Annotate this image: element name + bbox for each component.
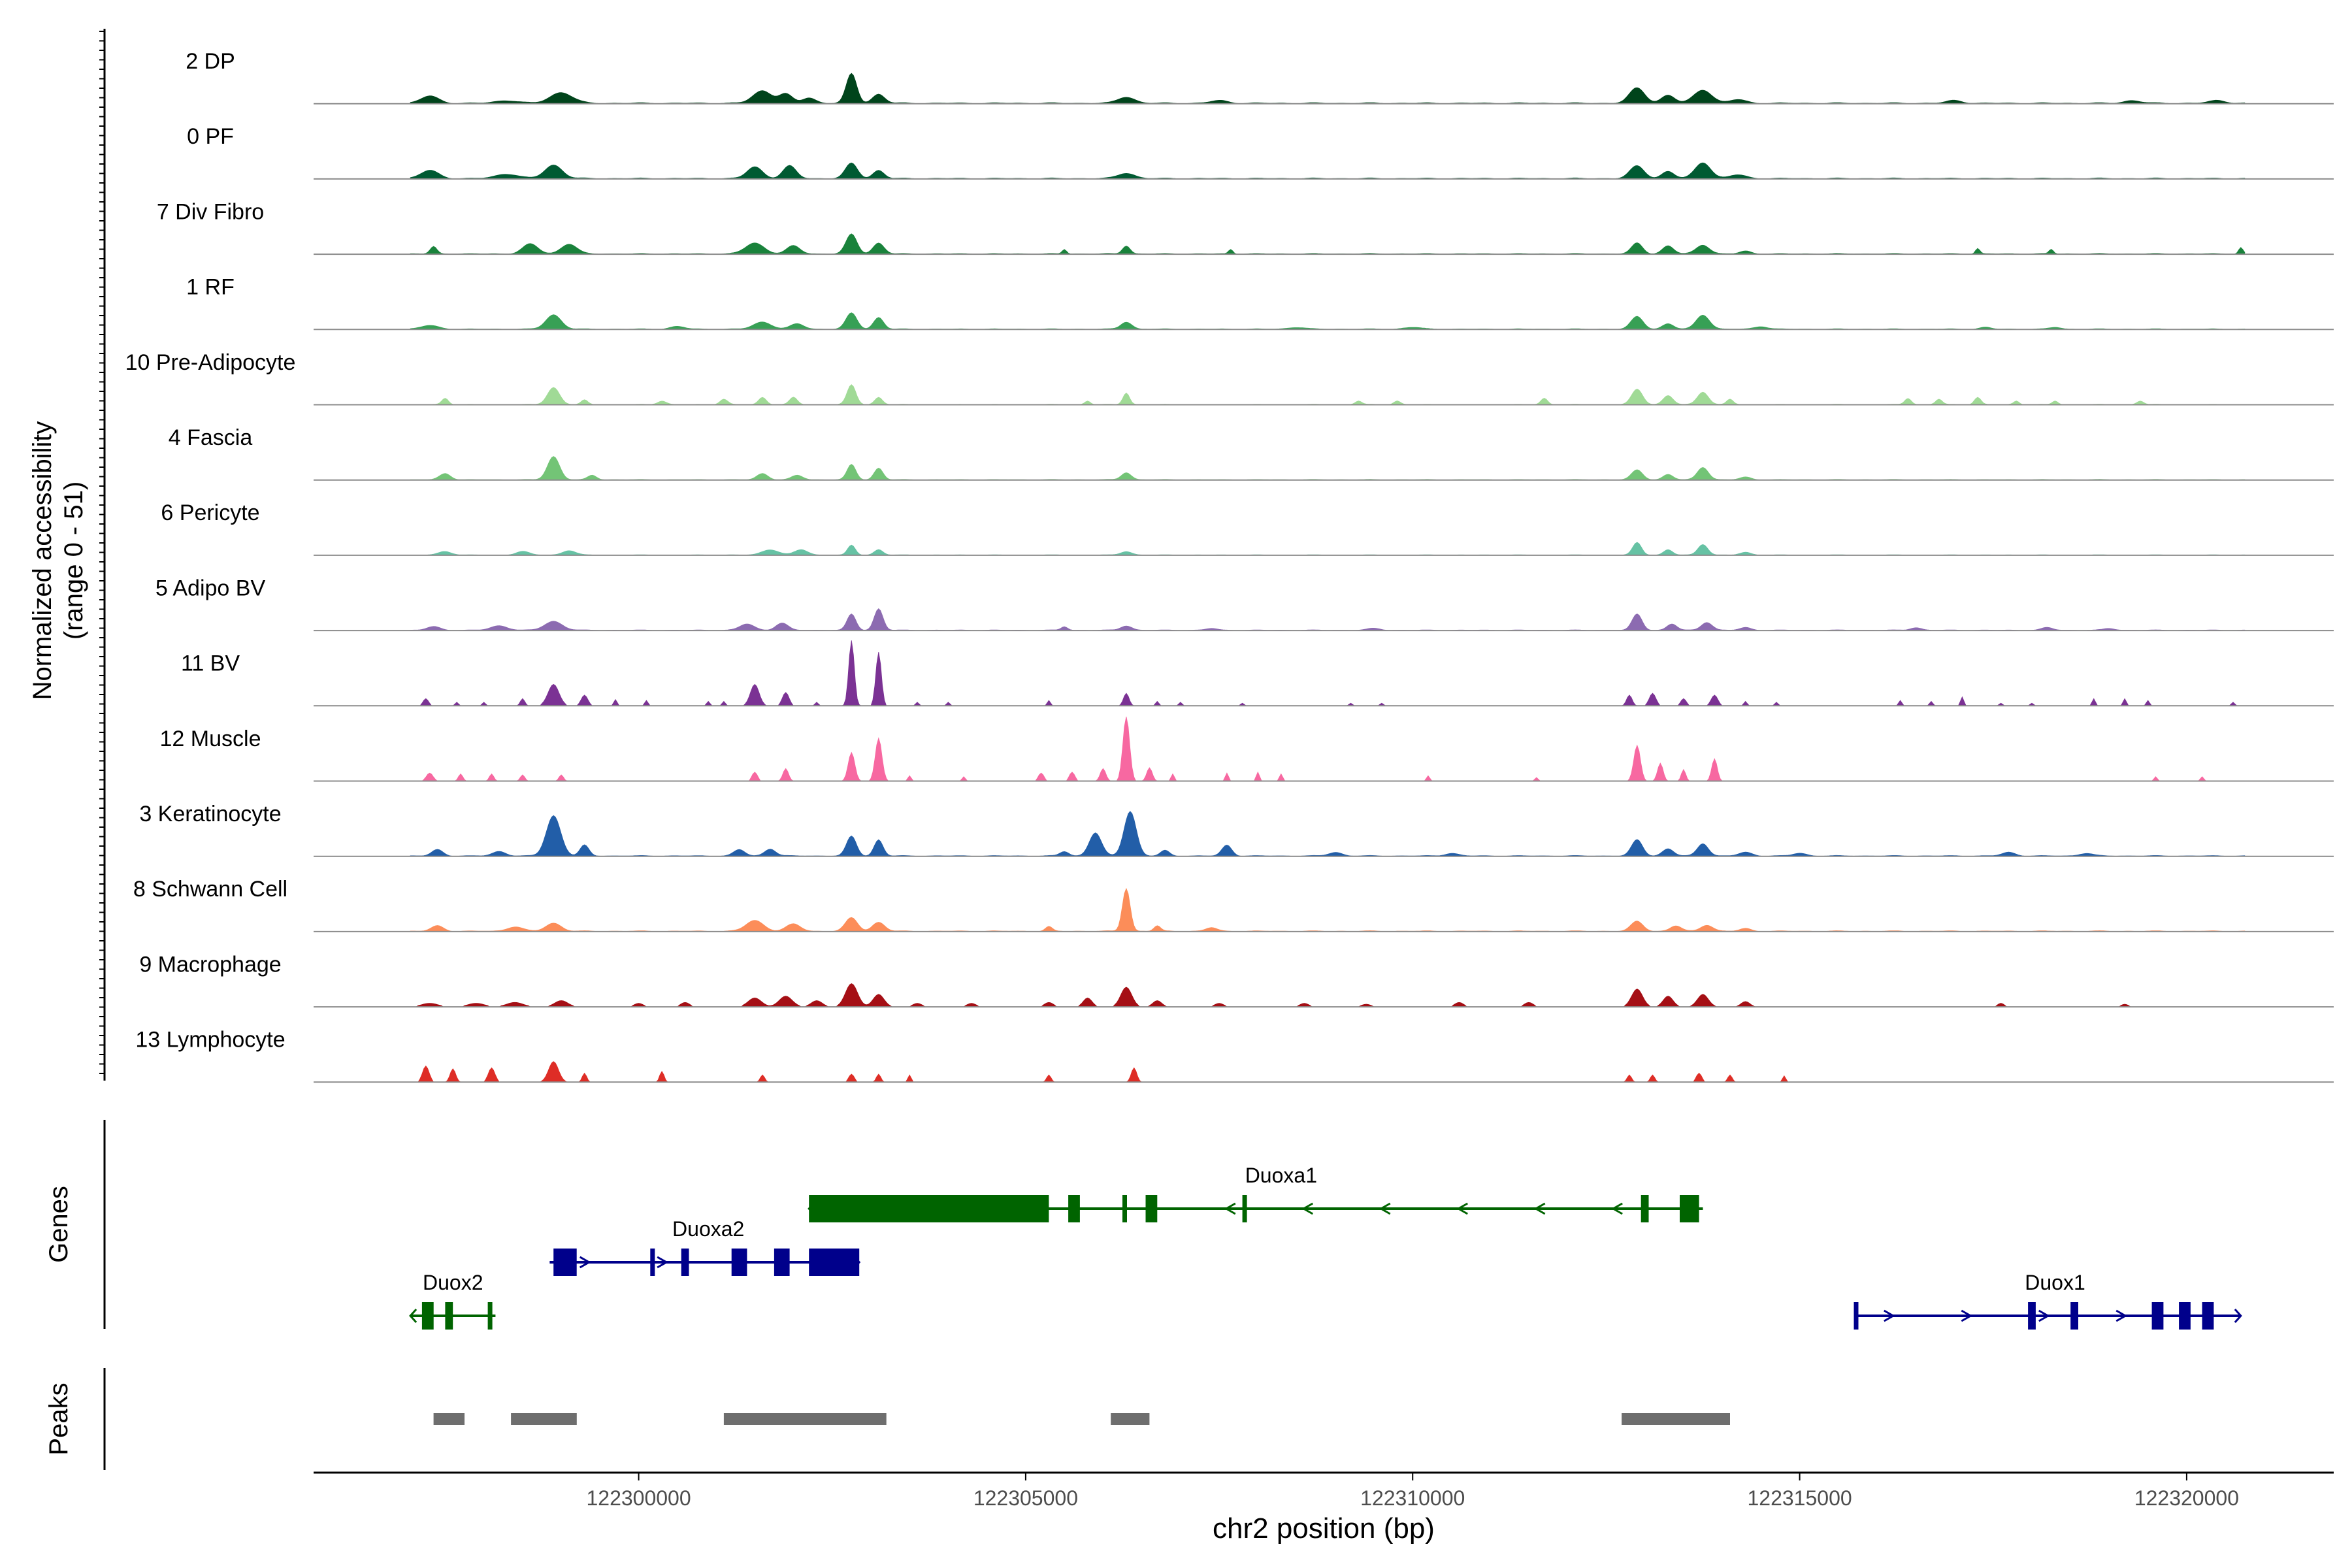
track-label: 5 Adipo BV [155,576,266,600]
peaks-panel [433,1413,1730,1425]
gene-exon [1242,1195,1247,1222]
track-13-lymphocyte: 13 Lymphocyte [135,1028,2334,1083]
gene-strand-arrow [1456,1202,1468,1215]
gene-exon [1641,1195,1649,1222]
gene-exon [809,1249,860,1276]
gene-exon [553,1249,577,1276]
track-9-macrophage: 9 Macrophage [139,952,2334,1008]
x-axis-ticks: 122300000 122305000 122310000 122315000 1223… [586,1473,2239,1510]
gene-exon [731,1249,747,1276]
peak-region [433,1413,465,1425]
gene-strand-arrow [1884,1309,1895,1322]
coverage-tracks: 2 DP 0 PF 7 Div Fibro 1 RF 10 Pre-Adipocyte 4… [125,49,2334,1083]
x-tick-label: 122300000 [586,1486,691,1510]
track-10-pre-adipocyte: 10 Pre-Adipocyte [125,350,2334,406]
gene-exon [1122,1195,1127,1222]
track-label: 13 Lymphocyte [135,1028,285,1053]
track-4-fascia: 4 Fascia [169,425,2334,481]
x-tick-label: 122315000 [1747,1486,1852,1510]
coverage-y-axis-ticks [99,31,105,1074]
track-6-pericyte: 6 Pericyte [161,500,2334,556]
peak-region [723,1413,887,1425]
gene-exon [2151,1302,2164,1330]
track-1-rf: 1 RF [186,275,2334,331]
gene-strand-arrow [1961,1309,1973,1322]
gene-duox1: Duox1 [1854,1271,2242,1330]
gene-strand-arrow [1611,1202,1623,1215]
track-label: 12 Muscle [160,727,261,751]
gene-exon [681,1249,689,1276]
gene-exon [1068,1195,1080,1222]
peaks-panel-label: Peaks [44,1382,73,1455]
peak-region [1111,1413,1150,1425]
x-tick-label: 122310000 [1360,1486,1465,1510]
y-axis-title-line2: (range 0 - 51) [59,482,88,640]
track-label: 6 Pericyte [161,500,259,525]
track-label: 7 Div Fibro [157,199,264,224]
y-axis-title-line1: Normalized accessibility [28,421,57,700]
gene-exon [2179,1302,2191,1330]
track-3-keratinocyte: 3 Keratinocyte [139,802,2334,857]
gene-exon [445,1302,453,1330]
track-label: 3 Keratinocyte [139,802,281,826]
gene-exon [1145,1195,1158,1222]
track-label: 0 PF [187,124,234,149]
track-7-div-fibro: 7 Div Fibro [157,199,2334,255]
track-5-adipo-bv: 5 Adipo BV [155,576,2334,632]
track-8-schwann-cell: 8 Schwann Cell [133,877,2334,932]
gene-strand-arrow [1301,1202,1314,1215]
x-axis-title: chr2 position (bp) [1213,1512,1435,1544]
track-label: 9 Macrophage [139,952,281,977]
gene-duoxa1: Duoxa1 [808,1164,1703,1222]
gene-strand-arrow [1224,1202,1236,1215]
gene-exon [2202,1302,2214,1330]
track-label: 8 Schwann Cell [133,877,287,902]
gene-end-arrow [2234,1308,2242,1324]
gene-label: Duox2 [423,1271,483,1294]
y-axis-title: Normalized accessibility (range 0 - 51) [28,421,88,700]
gene-exon [774,1249,790,1276]
track-label: 11 BV [181,651,240,676]
gene-duoxa2: Duoxa2 [549,1217,861,1276]
track-12-muscle: 12 Muscle [160,716,2334,782]
gene-strand-arrow [1533,1202,1546,1215]
gene-strand-arrow [2115,1309,2128,1322]
gene-exon [1680,1195,1699,1222]
gene-label: Duox1 [2025,1271,2085,1294]
gene-exon [650,1249,655,1276]
gene-duox2: Duox2 [409,1271,496,1330]
track-label: 2 DP [186,49,235,74]
genes-panel: Duoxa1 Duoxa2 Duox2 Duox1 [409,1164,2242,1330]
gene-exon [421,1302,434,1330]
gene-label: Duoxa2 [672,1217,744,1241]
peak-region [511,1413,577,1425]
gene-strand-arrow [579,1256,591,1269]
track-0-pf: 0 PF [187,124,2334,180]
gene-end-arrow [409,1308,417,1324]
genes-panel-label: Genes [44,1186,73,1263]
gene-strand-arrow [1379,1202,1391,1215]
track-2-dp: 2 DP [186,49,2334,105]
track-label: 4 Fascia [169,425,253,450]
peak-region [1622,1413,1730,1425]
x-tick-label: 122320000 [2134,1486,2239,1510]
track-11-bv: 11 BV [181,640,2334,707]
track-label: 1 RF [186,275,235,300]
gene-exon [809,1195,1049,1222]
gene-exon [2070,1302,2078,1330]
gene-label: Duoxa1 [1245,1164,1317,1187]
gene-exon [487,1302,493,1330]
gene-strand-arrow [2038,1309,2050,1322]
gene-exon [1854,1302,1859,1330]
track-label: 10 Pre-Adipocyte [125,350,296,375]
gene-strand-arrow [657,1256,669,1269]
gene-exon [2028,1302,2036,1330]
x-tick-label: 122305000 [973,1486,1078,1510]
